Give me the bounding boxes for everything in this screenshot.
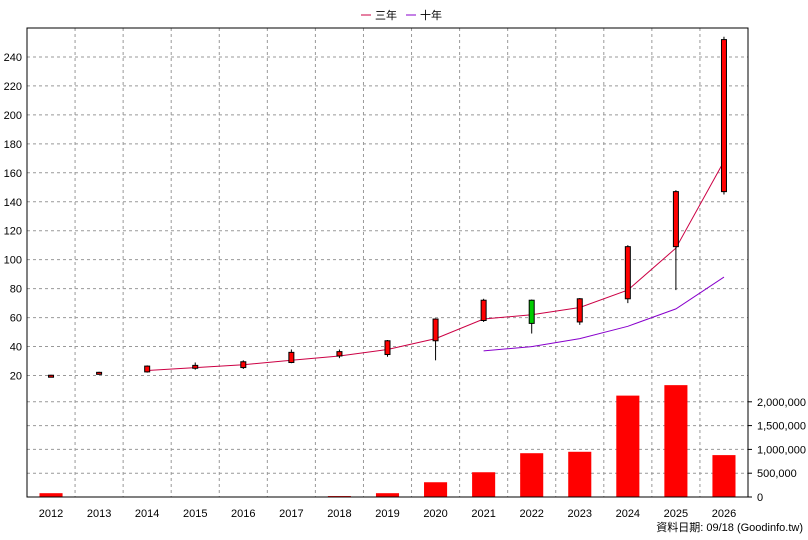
- volume-bars: [39, 385, 736, 498]
- volume-bar: [39, 493, 63, 497]
- x-tick-label: 2020: [423, 508, 447, 520]
- volume-bar: [712, 455, 736, 497]
- x-tick-label: 2017: [279, 508, 303, 520]
- candle-body: [384, 340, 391, 356]
- candle-body: [48, 374, 55, 378]
- volume-bar: [616, 395, 640, 497]
- x-tick-label: 2013: [87, 508, 111, 520]
- volume-bar: [375, 493, 400, 497]
- price-tick-label: 100: [4, 255, 22, 267]
- axes: 2012 2013 2014 2015 2016 2017 2018 2019 2020 2021…: [4, 27, 806, 520]
- price-tick-label: 20: [10, 371, 22, 383]
- candle-body: [432, 318, 439, 342]
- price-tick-label: 220: [4, 81, 22, 93]
- candle-body: [624, 246, 631, 300]
- x-tick-label: 2024: [616, 508, 640, 520]
- volume-bar: [472, 472, 496, 497]
- price-tick-label: 40: [10, 342, 22, 354]
- candle-body: [576, 298, 583, 323]
- x-tick-label: 2019: [375, 508, 399, 520]
- legend-label-10yr: 十年: [420, 8, 442, 22]
- candle-body: [96, 371, 103, 375]
- x-tick-label: 2023: [568, 508, 592, 520]
- volume-tick-label: 0: [757, 492, 763, 504]
- volume-tick-label: 1,500,000: [757, 421, 806, 433]
- candles: [48, 36, 727, 378]
- price-tick-label: 240: [4, 52, 22, 64]
- price-tick-label: 60: [10, 313, 22, 325]
- volume-bar: [520, 453, 544, 497]
- price-tick-label: 80: [10, 284, 22, 296]
- legend: 三年 十年: [361, 8, 442, 22]
- x-tick-label: 2022: [519, 508, 543, 520]
- volume-bar: [568, 451, 592, 497]
- candle-body: [192, 364, 199, 369]
- candle-body: [720, 39, 727, 193]
- candle-body: [528, 299, 535, 324]
- source-label: 資料日期: 09/18 (Goodinfo.tw): [656, 520, 803, 534]
- price-tick-label: 180: [4, 139, 22, 151]
- volume-tick-label: 500,000: [757, 468, 797, 480]
- price-tick-label: 160: [4, 168, 22, 180]
- legend-label-3yr: 三年: [375, 8, 397, 22]
- candle-body: [240, 361, 247, 369]
- series-line-10yr: [483, 276, 725, 352]
- x-tick-label: 2015: [183, 508, 207, 520]
- candle-body: [144, 365, 151, 373]
- price-tick-label: 200: [4, 110, 22, 122]
- volume-bar: [424, 482, 448, 497]
- x-tick-label: 2016: [231, 508, 255, 520]
- grid: [27, 28, 748, 497]
- x-tick-label: 2012: [39, 508, 63, 520]
- volume-tick-label: 1,000,000: [757, 444, 806, 456]
- plot-border: [26, 27, 749, 498]
- x-tick-label: 2026: [712, 508, 736, 520]
- price-tick-label: 140: [4, 197, 22, 209]
- x-tick-label: 2014: [135, 508, 159, 520]
- x-tick-label: 2018: [327, 508, 351, 520]
- candle-body: [672, 191, 679, 248]
- x-tick-label: 2021: [471, 508, 495, 520]
- x-tick-label: 2025: [664, 508, 688, 520]
- candle-body: [288, 351, 295, 363]
- volume-tick-label: 2,000,000: [757, 397, 806, 409]
- volume-bar: [664, 385, 688, 497]
- candle-body: [480, 299, 487, 321]
- candle-body: [336, 351, 343, 357]
- price-tick-label: 120: [4, 226, 22, 238]
